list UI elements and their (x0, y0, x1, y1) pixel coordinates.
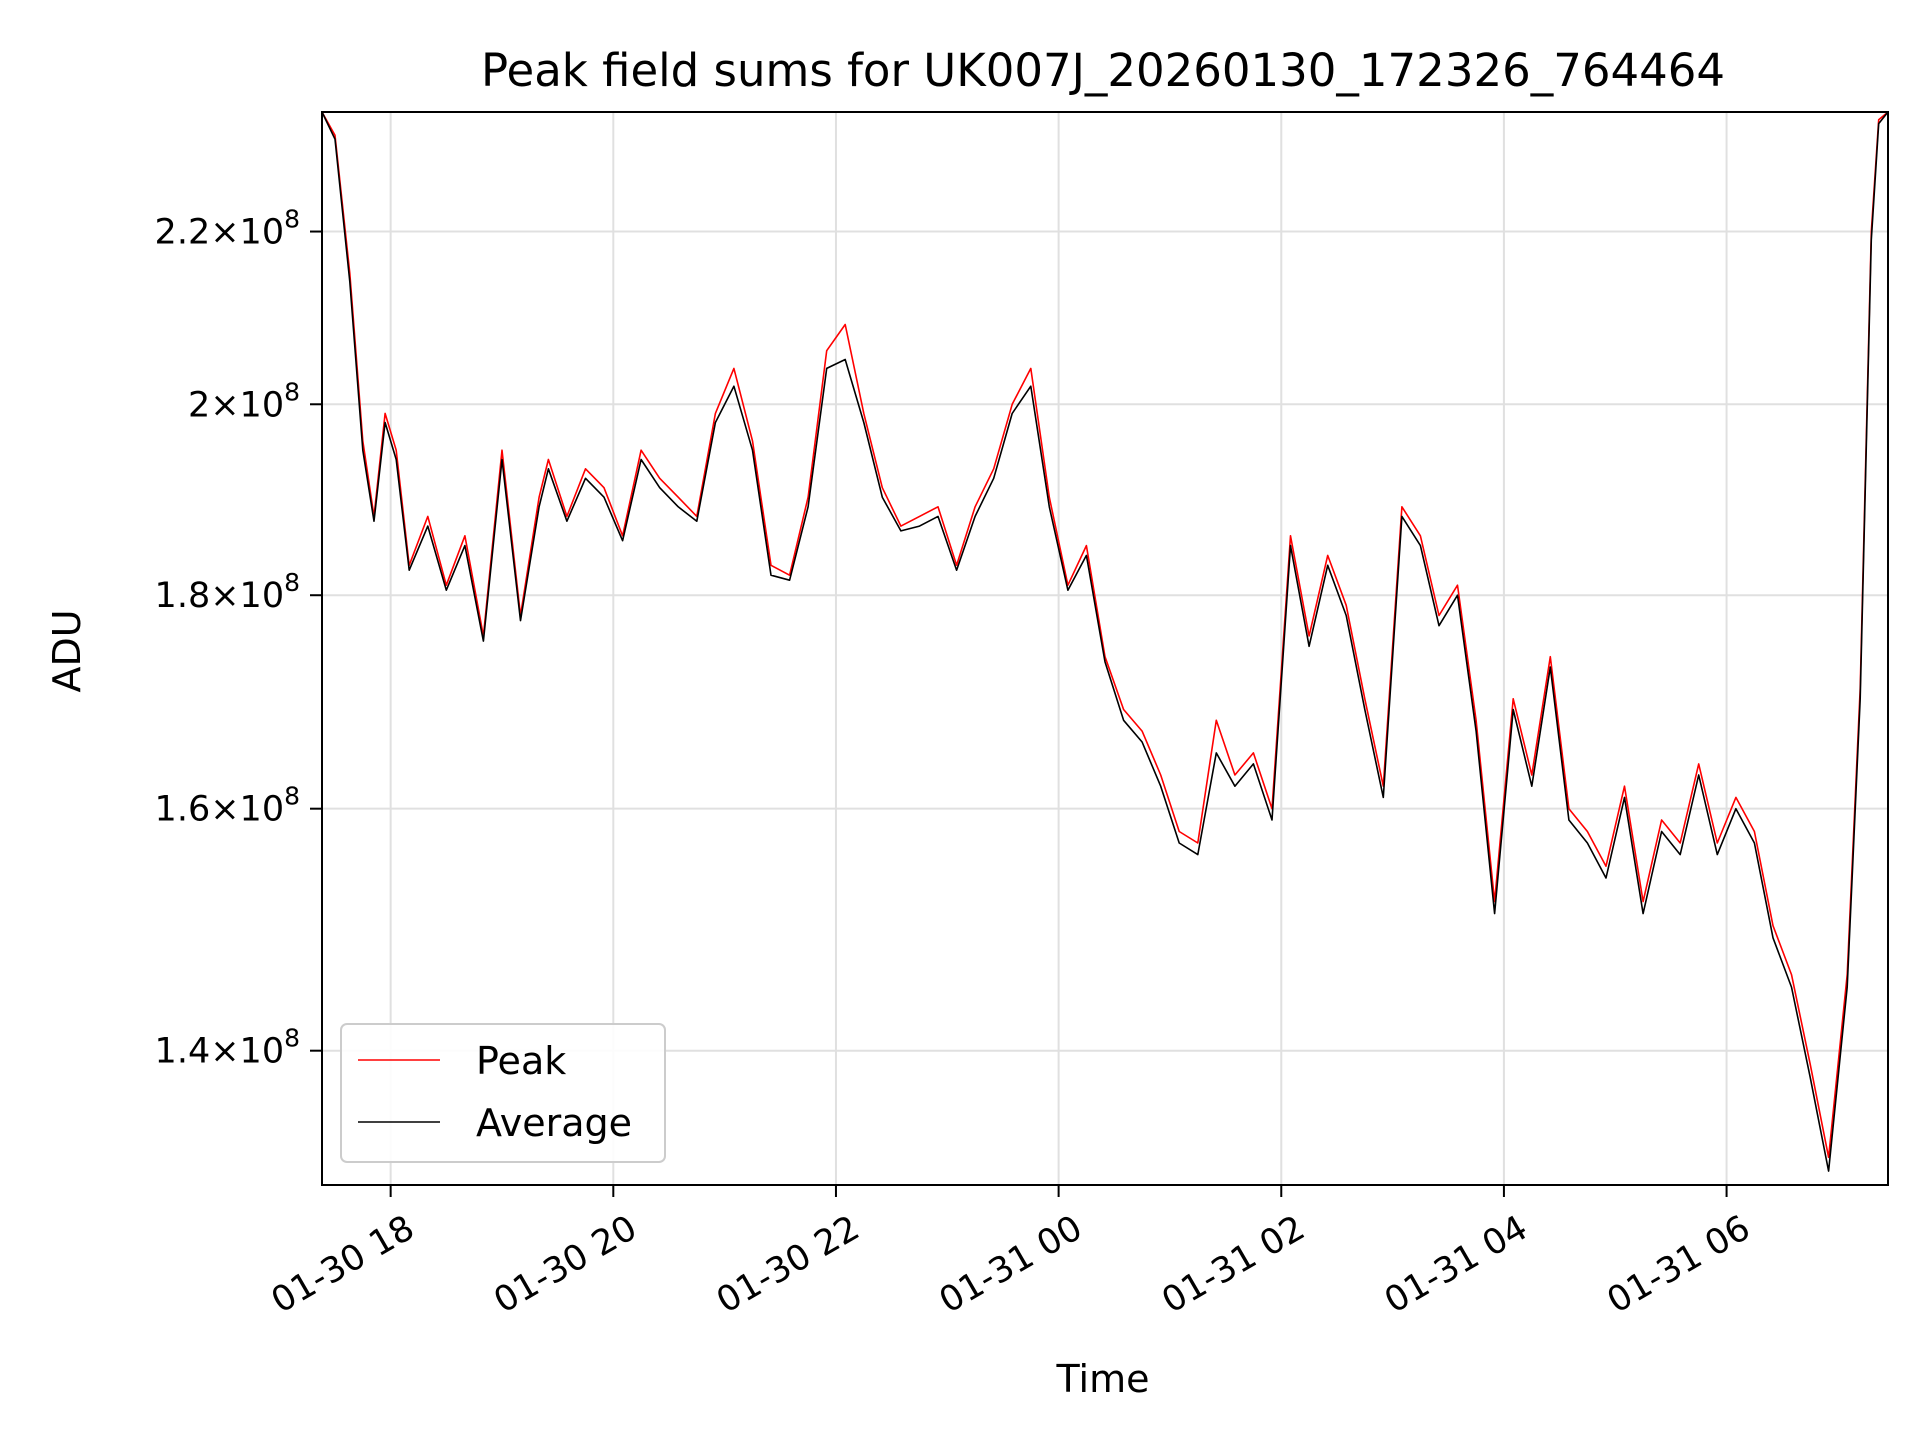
y-tick-times: ×10 (210, 1032, 284, 1072)
legend: Peak Average (340, 1023, 666, 1163)
legend-label-average: Average (476, 1101, 632, 1145)
y-tick-exponent: 8 (284, 1024, 300, 1053)
y-tick-mantissa: 1.8 (155, 576, 211, 616)
y-tick-times: ×10 (210, 385, 284, 425)
y-tick-label: 2.2×108 (155, 205, 300, 253)
y-tick-exponent: 8 (284, 782, 300, 811)
y-tick-exponent: 8 (284, 205, 300, 234)
y-tick-label: 1.6×108 (155, 782, 300, 830)
y-tick-times: ×10 (210, 790, 284, 830)
y-tick-label: 1.8×108 (155, 568, 300, 616)
x-axis-label: Time (1056, 1357, 1150, 1401)
y-tick-exponent: 8 (284, 377, 300, 406)
chart-title: Peak field sums for UK007J_20260130_1723… (481, 44, 1725, 97)
y-tick-exponent: 8 (284, 568, 300, 597)
series-line-peak (321, 111, 1889, 1159)
series-layer (321, 111, 1889, 1172)
y-tick-mantissa: 2 (188, 385, 210, 425)
series-line-average (321, 111, 1889, 1172)
plot-frame (321, 111, 1889, 1186)
y-tick-times: ×10 (210, 576, 284, 616)
y-tick-label: 1.4×108 (155, 1024, 300, 1072)
y-tick-label: 2×108 (188, 377, 300, 425)
legend-box (340, 1023, 666, 1163)
y-tick-times: ×10 (210, 213, 284, 253)
legend-label-peak: Peak (476, 1039, 566, 1083)
y-tick-mantissa: 1.6 (155, 790, 211, 830)
y-axis-label: ADU (45, 609, 89, 692)
y-tick-mantissa: 2.2 (155, 213, 211, 253)
y-tick-mantissa: 1.4 (155, 1032, 211, 1072)
